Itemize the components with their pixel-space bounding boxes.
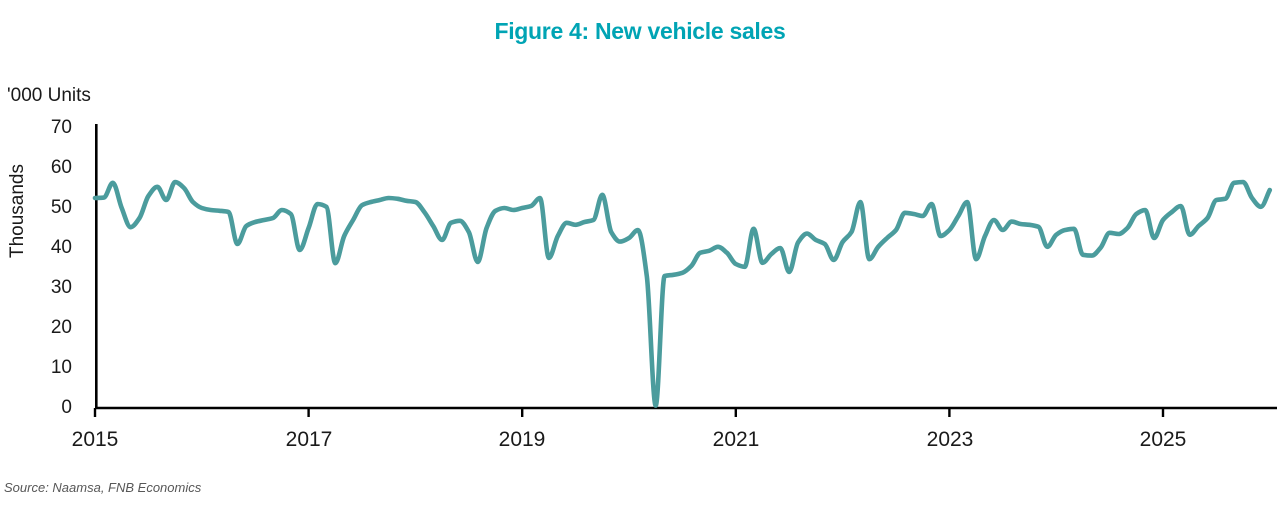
x-tick-label-2017: 2017: [285, 428, 333, 451]
x-tick-label-2019: 2019: [498, 428, 546, 451]
x-tick-label-2015: 2015: [71, 428, 119, 451]
x-tick-label-2021: 2021: [712, 428, 760, 451]
axes: [93, 124, 1277, 417]
y-tick-label-10: 10: [50, 357, 72, 378]
chart-title: Figure 4: New vehicle sales: [494, 18, 786, 44]
y-tick-label-50: 50: [50, 197, 72, 218]
y-tick-label-60: 60: [50, 157, 72, 178]
sales-line: [92, 179, 1273, 408]
source-note: Source: Naamsa, FNB Economics: [4, 480, 202, 495]
y-tick-label-70: 70: [50, 117, 72, 138]
y-tick-label-0: 0: [61, 397, 72, 418]
y-tick-label-40: 40: [50, 237, 72, 258]
y-tick-label-20: 20: [50, 317, 72, 338]
units-axis-caption: '000 Units: [7, 85, 91, 106]
y-tick-label-30: 30: [50, 277, 72, 298]
x-tick-label-2025: 2025: [1139, 428, 1187, 451]
x-tick-label-2023: 2023: [926, 428, 974, 451]
